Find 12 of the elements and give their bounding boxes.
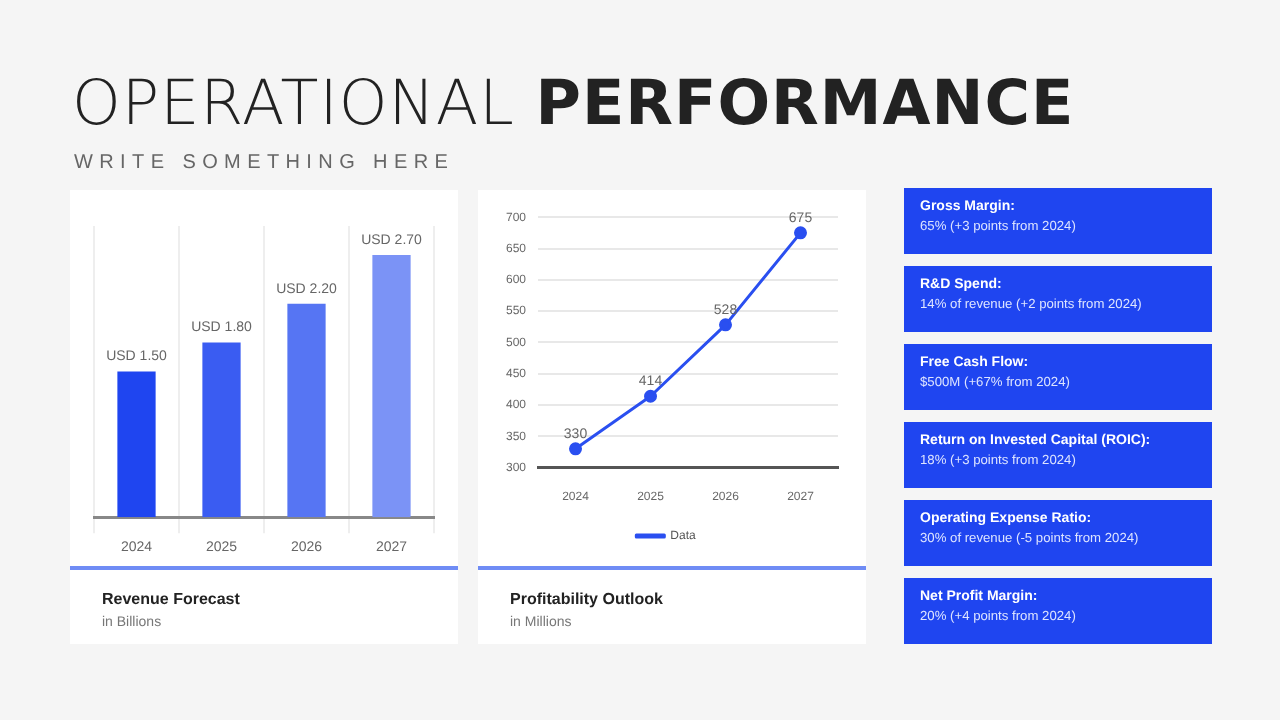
text: Profitability Outlook bbox=[510, 590, 665, 608]
text: WRITE SOMETHING HERE bbox=[74, 152, 457, 174]
bar bbox=[372, 255, 411, 518]
text: OPERATIONAL PERFORMANCE bbox=[72, 68, 1075, 140]
bar bbox=[287, 303, 326, 518]
bar bbox=[117, 371, 156, 518]
point bbox=[794, 226, 807, 240]
point bbox=[569, 442, 583, 456]
text: Revenue Forecast bbox=[102, 590, 242, 608]
bar bbox=[202, 342, 241, 518]
point bbox=[644, 389, 658, 403]
point bbox=[719, 318, 733, 332]
